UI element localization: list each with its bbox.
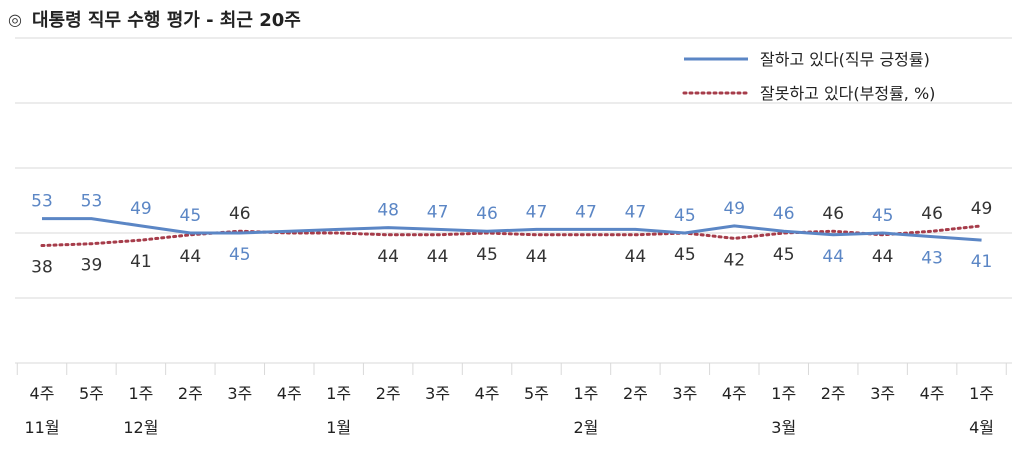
data-label-approve: 47	[427, 202, 449, 222]
chart-title-bar: ◎ 대통령 직무 수행 평가 - 최근 20주	[8, 4, 301, 34]
data-label-disapprove: 39	[81, 256, 103, 276]
x-tick-label: 3주	[227, 384, 252, 403]
data-label-approve: 45	[229, 245, 251, 265]
data-label-disapprove: 45	[674, 245, 696, 265]
data-label-disapprove: 38	[31, 258, 53, 278]
double-circle-icon: ◎	[8, 9, 22, 29]
x-tick-label: 2주	[178, 384, 203, 403]
x-month-label: 2월	[573, 418, 598, 437]
data-label-disapprove: 44	[625, 247, 647, 267]
chart-title: 대통령 직무 수행 평가 - 최근 20주	[31, 10, 301, 31]
data-label-approve: 43	[921, 249, 943, 269]
x-month-label: 11월	[24, 418, 59, 437]
data-label-approve: 49	[130, 199, 152, 219]
legend-label-approve: 잘하고 있다(직무 긍정률)	[760, 50, 930, 69]
x-month-label: 3월	[771, 418, 796, 437]
data-label-approve: 45	[872, 206, 894, 226]
data-label-approve: 47	[526, 202, 548, 222]
legend-label-disapprove: 잘못하고 있다(부정률, %)	[760, 84, 935, 103]
x-tick-label: 4주	[722, 384, 747, 403]
x-tick-label: 5주	[524, 384, 549, 403]
x-tick-label: 3주	[672, 384, 697, 403]
x-tick-label: 4주	[277, 384, 302, 403]
x-tick-label: 2주	[623, 384, 648, 403]
x-tick-label: 1주	[573, 384, 598, 403]
data-label-approve: 53	[31, 192, 53, 212]
series-line-approve	[42, 217, 982, 242]
x-tick-label: 1주	[326, 384, 351, 403]
x-tick-label: 4주	[475, 384, 500, 403]
x-tick-label: 1주	[969, 384, 994, 403]
data-label-disapprove: 41	[130, 252, 152, 272]
x-tick-label: 1주	[771, 384, 796, 403]
x-month-label: 4월	[969, 418, 994, 437]
data-label-approve: 46	[773, 204, 795, 224]
data-label-approve: 47	[625, 202, 647, 222]
data-label-disapprove: 44	[377, 247, 399, 267]
data-label-disapprove: 44	[526, 247, 548, 267]
x-tick-label: 2주	[821, 384, 846, 403]
data-label-approve: 45	[674, 206, 696, 226]
data-label-disapprove: 46	[229, 204, 251, 224]
data-label-approve: 46	[476, 204, 498, 224]
x-tick-label: 3주	[425, 384, 450, 403]
data-label-disapprove: 45	[773, 245, 795, 265]
data-label-disapprove: 45	[476, 245, 498, 265]
data-label-approve: 53	[81, 192, 103, 212]
x-tick-label: 4주	[30, 384, 55, 403]
data-label-disapprove: 44	[872, 247, 894, 267]
x-tick-label: 1주	[128, 384, 153, 403]
x-tick-label: 3주	[870, 384, 895, 403]
data-label-approve: 48	[377, 201, 399, 221]
x-month-label: 1월	[326, 418, 351, 437]
x-tick-label: 4주	[920, 384, 945, 403]
x-month-label: 12월	[123, 418, 158, 437]
data-label-approve: 47	[575, 202, 597, 222]
data-label-approve: 41	[971, 252, 993, 272]
data-label-disapprove: 44	[427, 247, 449, 267]
data-label-approve: 45	[180, 206, 202, 226]
data-label-approve: 44	[822, 247, 844, 267]
data-label-disapprove: 42	[723, 250, 745, 270]
data-label-disapprove: 46	[822, 204, 844, 224]
x-tick-label: 2주	[376, 384, 401, 403]
x-tick-label: 5주	[79, 384, 104, 403]
data-label-approve: 49	[723, 199, 745, 219]
data-label-disapprove: 49	[971, 199, 993, 219]
data-label-disapprove: 44	[180, 247, 202, 267]
data-label-disapprove: 46	[921, 204, 943, 224]
